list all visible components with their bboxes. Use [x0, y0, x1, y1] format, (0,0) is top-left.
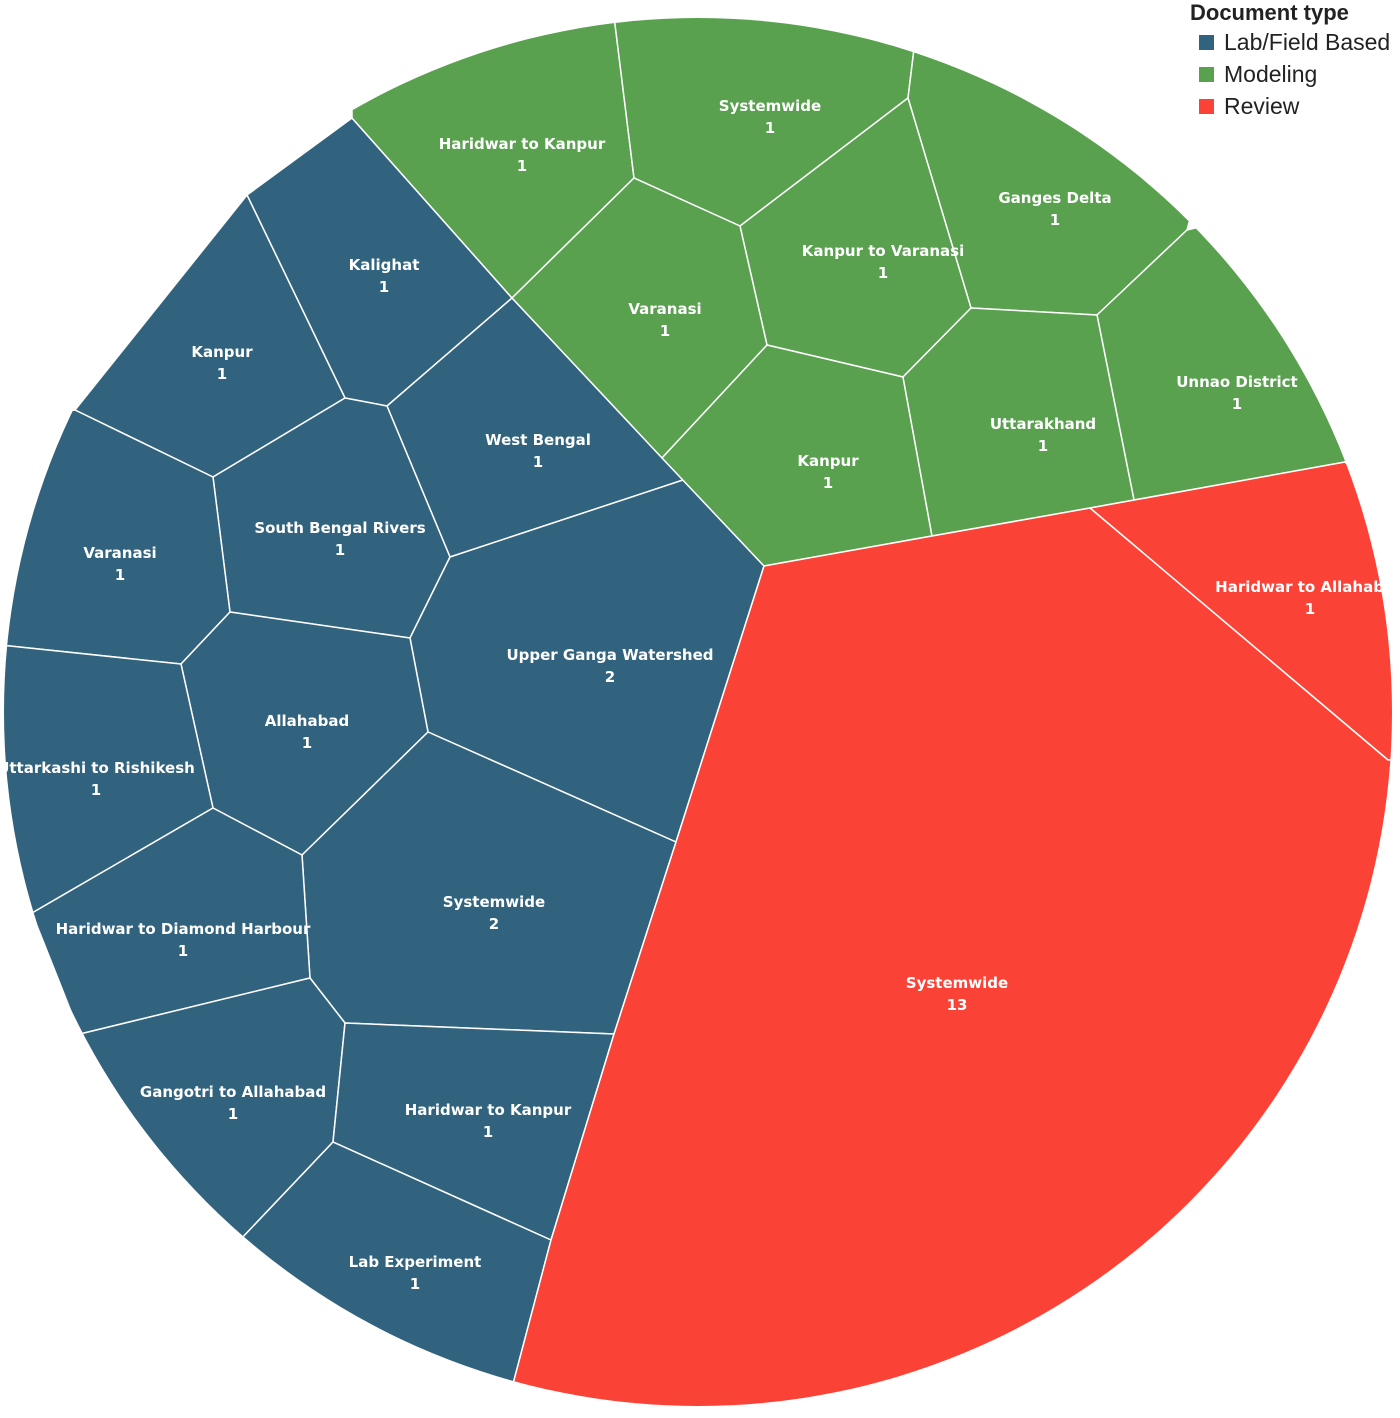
legend-title: Document type	[1190, 0, 1349, 25]
cell-value-lab-field-based-allahabad: 1	[302, 734, 312, 752]
legend-swatch-modeling	[1199, 66, 1214, 82]
cell-value-lab-field-based-gangotri-to-allahabad: 1	[228, 1105, 238, 1123]
cell-label-lab-field-based-upper-ganga-watershed: Upper Ganga Watershed	[506, 646, 713, 664]
cell-value-review-haridwar-to-allahabad: 1	[1305, 600, 1315, 618]
cell-value-lab-field-based-haridwar-to-diamond-harbour: 1	[178, 942, 188, 960]
legend-item-review: Review	[1190, 90, 1390, 122]
cell-label-modeling-uttarakhand: Uttarakhand	[990, 415, 1096, 433]
cell-value-modeling-systemwide: 1	[765, 119, 775, 137]
cell-value-lab-field-based-south-bengal-rivers: 1	[335, 541, 345, 559]
cell-value-lab-field-based-uttarkashi-to-rishikesh: 1	[91, 781, 101, 799]
cell-label-lab-field-based-south-bengal-rivers: South Bengal Rivers	[254, 519, 425, 537]
cell-label-modeling-kanpur: Kanpur	[797, 452, 859, 470]
cell-label-modeling-haridwar-to-kanpur: Haridwar to Kanpur	[439, 135, 606, 153]
cell-label-review-haridwar-to-allahabad: Haridwar to Allahabad	[1215, 578, 1400, 596]
cell-label-modeling-systemwide: Systemwide	[719, 97, 821, 115]
cell-value-modeling-varanasi: 1	[660, 322, 670, 340]
cell-value-modeling-kanpur-to-varanasi: 1	[878, 264, 888, 282]
cell-label-lab-field-based-lab-experiment: Lab Experiment	[349, 1253, 482, 1271]
legend-swatch-review	[1199, 98, 1214, 114]
legend-label-review: Review	[1224, 92, 1300, 119]
cell-value-lab-field-based-west-bengal: 1	[533, 453, 543, 471]
cell-value-lab-field-based-lab-experiment: 1	[410, 1275, 420, 1293]
cell-label-lab-field-based-haridwar-to-kanpur: Haridwar to Kanpur	[405, 1101, 572, 1119]
cell-value-lab-field-based-systemwide: 2	[489, 915, 499, 933]
cell-review-systemwide	[503, 507, 1392, 1406]
cell-label-modeling-unnao-district: Unnao District	[1176, 373, 1297, 391]
legend-label-lab-field-based: Lab/Field Based	[1224, 28, 1391, 55]
cell-label-modeling-varanasi: Varanasi	[628, 300, 701, 318]
cell-value-modeling-ganges-delta: 1	[1050, 211, 1060, 229]
cell-label-lab-field-based-kalighat: Kalighat	[349, 256, 420, 274]
cell-value-review-systemwide: 13	[947, 996, 968, 1014]
cell-label-modeling-kanpur-to-varanasi: Kanpur to Varanasi	[802, 242, 964, 260]
cell-label-lab-field-based-uttarkashi-to-rishikesh: Uttarkashi to Rishikesh	[0, 759, 195, 777]
cell-value-lab-field-based-varanasi: 1	[115, 566, 125, 584]
cell-value-lab-field-based-kanpur: 1	[217, 365, 227, 383]
cell-value-lab-field-based-kalighat: 1	[379, 278, 389, 296]
cell-label-lab-field-based-allahabad: Allahabad	[265, 712, 349, 730]
cell-value-lab-field-based-upper-ganga-watershed: 2	[605, 668, 615, 686]
cell-value-modeling-uttarakhand: 1	[1038, 437, 1048, 455]
cell-value-lab-field-based-haridwar-to-kanpur: 1	[483, 1123, 493, 1141]
cell-label-review-systemwide: Systemwide	[906, 974, 1008, 992]
cell-value-modeling-unnao-district: 1	[1232, 395, 1242, 413]
cell-label-lab-field-based-kanpur: Kanpur	[191, 343, 253, 361]
cell-label-lab-field-based-haridwar-to-diamond-harbour: Haridwar to Diamond Harbour	[56, 920, 311, 938]
legend-swatch-lab-field-based	[1199, 34, 1214, 50]
legend-item-modeling: Modeling	[1190, 58, 1390, 90]
cell-label-lab-field-based-systemwide: Systemwide	[443, 893, 545, 911]
cell-label-lab-field-based-varanasi: Varanasi	[83, 544, 156, 562]
cell-value-modeling-haridwar-to-kanpur: 1	[517, 157, 527, 175]
legend-item-lab-field-based: Lab/Field Based	[1190, 26, 1390, 58]
cell-value-modeling-kanpur: 1	[823, 474, 833, 492]
cell-label-lab-field-based-gangotri-to-allahabad: Gangotri to Allahabad	[140, 1083, 326, 1101]
cell-label-lab-field-based-west-bengal: West Bengal	[485, 431, 591, 449]
cell-label-modeling-ganges-delta: Ganges Delta	[998, 189, 1111, 207]
legend-label-modeling: Modeling	[1224, 60, 1318, 87]
legend: Document type Lab/Field Based Modeling R…	[1190, 0, 1390, 122]
